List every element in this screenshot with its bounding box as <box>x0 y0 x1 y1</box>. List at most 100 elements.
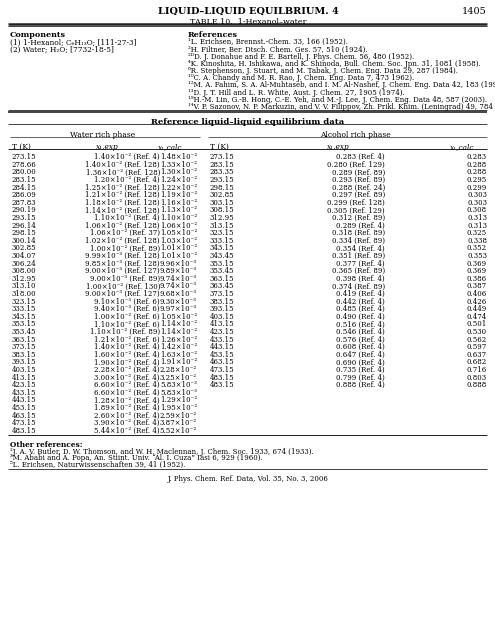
Text: J. Phys. Chem. Ref. Data, Vol. 35, No. 3, 2006: J. Phys. Chem. Ref. Data, Vol. 35, No. 3… <box>168 475 329 483</box>
Text: 273.15: 273.15 <box>12 153 37 161</box>
Text: (1) 1-Hexanol; C₆H₁₃O; [111-27-3]: (1) 1-Hexanol; C₆H₁₃O; [111-27-3] <box>10 39 137 47</box>
Text: 1.60×10⁻² (Ref. 4): 1.60×10⁻² (Ref. 4) <box>95 351 160 359</box>
Text: 1.22×10⁻²: 1.22×10⁻² <box>160 184 197 191</box>
Text: 1.06×10⁻² (Ref. 128): 1.06×10⁻² (Ref. 128) <box>85 221 160 230</box>
Text: 353.45: 353.45 <box>210 268 235 275</box>
Text: 2.60×10⁻² (Ref. 4): 2.60×10⁻² (Ref. 4) <box>95 412 160 420</box>
Text: 473.15: 473.15 <box>210 366 235 374</box>
Text: 443.15: 443.15 <box>12 396 37 404</box>
Text: ¹³D. J. T. Hill and L. R. White, Aust. J. Chem. 27, 1905 (1974).: ¹³D. J. T. Hill and L. R. White, Aust. J… <box>188 88 405 97</box>
Text: 0.303: 0.303 <box>467 191 487 199</box>
Text: 296.14: 296.14 <box>12 221 37 230</box>
Text: ¹⁰C. A. Chandy and M. R. Rao, J. Chem. Eng. Data 7, 473 1962).: ¹⁰C. A. Chandy and M. R. Rao, J. Chem. E… <box>188 74 414 82</box>
Text: 0.308: 0.308 <box>467 206 487 214</box>
Text: 300.14: 300.14 <box>12 237 37 244</box>
Text: 0.474: 0.474 <box>467 313 487 321</box>
Text: 403.15: 403.15 <box>12 366 37 374</box>
Text: x₁,calc: x₁,calc <box>158 143 182 151</box>
Text: Alcohol rich phase: Alcohol rich phase <box>320 131 391 139</box>
Text: 313.10: 313.10 <box>12 282 37 291</box>
Text: 1.05×10⁻²: 1.05×10⁻² <box>160 229 197 237</box>
Text: 302.85: 302.85 <box>12 244 37 252</box>
Text: 5.52×10⁻²: 5.52×10⁻² <box>160 427 197 435</box>
Text: 0.299 (Ref. 128): 0.299 (Ref. 128) <box>327 199 385 207</box>
Text: ²H. Filtner, Ber. Dtsch. Chem. Ges. 57, 510 (1924).: ²H. Filtner, Ber. Dtsch. Chem. Ges. 57, … <box>188 45 368 53</box>
Text: 0.295: 0.295 <box>467 176 487 184</box>
Text: 9.74×10⁻³: 9.74×10⁻³ <box>160 275 197 283</box>
Text: 2.59×10⁻²: 2.59×10⁻² <box>160 412 197 420</box>
Text: 343.45: 343.45 <box>210 252 235 260</box>
Text: 423.15: 423.15 <box>12 381 37 389</box>
Text: 283.35: 283.35 <box>210 168 235 177</box>
Text: 3.00×10⁻² (Ref. 4): 3.00×10⁻² (Ref. 4) <box>95 374 160 381</box>
Text: 293.15: 293.15 <box>12 214 37 222</box>
Text: 333.15: 333.15 <box>210 237 234 244</box>
Text: 413.15: 413.15 <box>12 374 37 381</box>
Text: 1.06×10⁻²: 1.06×10⁻² <box>160 221 197 230</box>
Text: 0.406: 0.406 <box>467 290 487 298</box>
Text: 1.18×10⁻² (Ref. 128): 1.18×10⁻² (Ref. 128) <box>85 199 160 207</box>
Text: 483.15: 483.15 <box>210 374 235 381</box>
Text: 0.338: 0.338 <box>467 237 487 244</box>
Text: 463.15: 463.15 <box>12 412 37 420</box>
Text: 1.14×10⁻²: 1.14×10⁻² <box>160 321 197 328</box>
Text: 1.20×10⁻² (Ref. 4): 1.20×10⁻² (Ref. 4) <box>95 176 160 184</box>
Text: 1.00×10⁻² (Ref. 130): 1.00×10⁻² (Ref. 130) <box>86 282 160 291</box>
Text: 483.15: 483.15 <box>210 381 235 389</box>
Text: 284.15: 284.15 <box>12 184 37 191</box>
Text: 1.10×10⁻² (Ref. 89): 1.10×10⁻² (Ref. 89) <box>90 328 160 336</box>
Text: ¹⁹H.-M. Lin, G.-B. Hong, C.-E. Yeh, and M.-J. Lee, J. Chem. Eng. Data 48, 587 (2: ¹⁹H.-M. Lin, G.-B. Hong, C.-E. Yeh, and … <box>188 96 487 104</box>
Text: 1.26×10⁻²: 1.26×10⁻² <box>160 335 197 344</box>
Text: 283.15: 283.15 <box>210 161 235 169</box>
Text: 9.89×10⁻³: 9.89×10⁻³ <box>160 268 197 275</box>
Text: 0.303: 0.303 <box>467 199 487 207</box>
Text: 0.353: 0.353 <box>467 252 487 260</box>
Text: 9.40×10⁻³ (Ref. 6): 9.40×10⁻³ (Ref. 6) <box>95 305 160 313</box>
Text: 323.15: 323.15 <box>210 229 235 237</box>
Text: 1.05×10⁻²: 1.05×10⁻² <box>160 313 197 321</box>
Text: TABLE 10.  1-Hexanol–water: TABLE 10. 1-Hexanol–water <box>190 18 306 26</box>
Text: 302.85: 302.85 <box>210 191 235 199</box>
Text: 353.15: 353.15 <box>210 260 235 268</box>
Text: ²J. A. V. Butler, D. W. Thomson, and W. H. Maclennan, J. Chem. Soc. 1933, 674 (1: ²J. A. V. Butler, D. W. Thomson, and W. … <box>10 448 314 456</box>
Text: 413.15: 413.15 <box>210 321 235 328</box>
Text: 1.36×10⁻² (Ref. 128): 1.36×10⁻² (Ref. 128) <box>86 168 160 177</box>
Text: 1.19×10⁻²: 1.19×10⁻² <box>160 191 197 199</box>
Text: 0.608 (Ref. 4): 0.608 (Ref. 4) <box>336 343 385 351</box>
Text: 383.15: 383.15 <box>210 298 235 306</box>
Text: 473.15: 473.15 <box>12 419 37 428</box>
Text: 286.09: 286.09 <box>12 191 37 199</box>
Text: 1.89×10⁻² (Ref. 4): 1.89×10⁻² (Ref. 4) <box>95 404 160 412</box>
Text: ¹L. Erichsen, Brennst.-Chem. 33, 166 (1952).: ¹L. Erichsen, Brennst.-Chem. 33, 166 (19… <box>188 38 348 46</box>
Text: 5.83×10⁻³: 5.83×10⁻³ <box>160 388 197 397</box>
Text: 0.325: 0.325 <box>467 229 487 237</box>
Text: 273.15: 273.15 <box>210 153 235 161</box>
Text: 0.485 (Ref. 4): 0.485 (Ref. 4) <box>336 305 385 313</box>
Text: 1.00×10⁻² (Ref. 89): 1.00×10⁻² (Ref. 89) <box>90 244 160 252</box>
Text: 0.387: 0.387 <box>467 282 487 291</box>
Text: 0.682: 0.682 <box>467 358 487 366</box>
Text: 0.351 (Ref. 89): 0.351 (Ref. 89) <box>332 252 385 260</box>
Text: 0.283: 0.283 <box>467 153 487 161</box>
Text: 308.00: 308.00 <box>12 268 37 275</box>
Text: 9.30×10⁻³: 9.30×10⁻³ <box>160 298 197 306</box>
Text: Water rich phase: Water rich phase <box>70 131 136 139</box>
Text: 0.288: 0.288 <box>467 161 487 169</box>
Text: 433.15: 433.15 <box>12 388 37 397</box>
Text: 403.15: 403.15 <box>210 313 235 321</box>
Text: 298.15: 298.15 <box>12 229 37 237</box>
Text: 433.15: 433.15 <box>210 335 235 344</box>
Text: 3.25×10⁻²: 3.25×10⁻² <box>160 374 197 381</box>
Text: ⁴K. Kinoshita, H. Ishikawa, and K. Shinoda, Bull. Chem. Soc. Jpn. 31, 1081 (1958: ⁴K. Kinoshita, H. Ishikawa, and K. Shino… <box>188 60 481 68</box>
Text: 1.40×10⁻² (Ref. 4): 1.40×10⁻² (Ref. 4) <box>95 343 160 351</box>
Text: 0.288: 0.288 <box>467 168 487 177</box>
Text: 1.14×10⁻²: 1.14×10⁻² <box>160 328 197 336</box>
Text: 1.21×10⁻² (Ref. 6): 1.21×10⁻² (Ref. 6) <box>95 335 160 344</box>
Text: 3.90×10⁻² (Ref. 4): 3.90×10⁻² (Ref. 4) <box>95 419 160 428</box>
Text: 1.40×10⁻² (Ref. 4): 1.40×10⁻² (Ref. 4) <box>95 153 160 161</box>
Text: 353.15: 353.15 <box>12 321 37 328</box>
Text: 9.99×10⁻³ (Ref. 128): 9.99×10⁻³ (Ref. 128) <box>85 252 160 260</box>
Text: 5.83×10⁻³: 5.83×10⁻³ <box>160 381 197 389</box>
Text: (2) Water; H₂O; [7732-18-5]: (2) Water; H₂O; [7732-18-5] <box>10 46 114 54</box>
Text: 0.289 (Ref. 4): 0.289 (Ref. 4) <box>336 221 385 230</box>
